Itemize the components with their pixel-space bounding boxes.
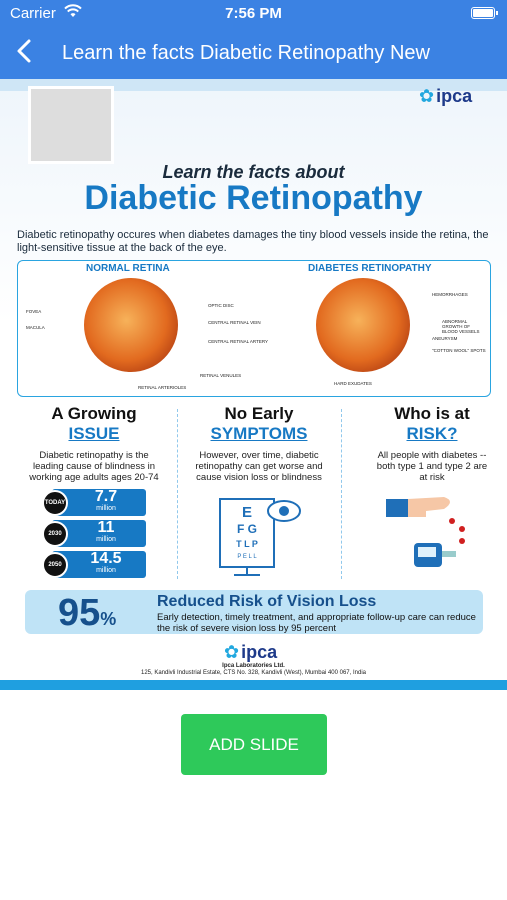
stat-unit: million bbox=[96, 536, 116, 543]
tag-hemorrhages: HEMORRHAGES bbox=[432, 292, 468, 297]
tag-aneurysm: ANEURYSM bbox=[432, 336, 458, 341]
reduced-risk-banner: 95% Reduced Risk of Vision Loss Early de… bbox=[25, 590, 483, 634]
who-is-at-risk-column: Who is at RISK? All people with diabetes… bbox=[352, 404, 507, 483]
stat-value: 11 bbox=[97, 519, 115, 536]
reduced-risk-percent: 95% bbox=[58, 592, 116, 635]
stat-2050: 14.5 million 2050 bbox=[42, 551, 146, 578]
percent-value: 95 bbox=[58, 592, 101, 634]
col2-heading: No Early bbox=[224, 404, 294, 423]
status-bar: Carrier 7:56 PM bbox=[0, 0, 507, 28]
stat-2030: 11 million 2030 bbox=[42, 520, 146, 547]
thumbnail-placeholder bbox=[28, 86, 114, 164]
column-divider bbox=[177, 409, 178, 579]
tag-fovea: FOVEA bbox=[26, 309, 42, 314]
eye-chart-row2: F G bbox=[237, 522, 257, 536]
col1-subheading: ISSUE bbox=[68, 424, 120, 443]
retina-comparison: NORMAL RETINA DIABETES RETINOPATHY FOVEA… bbox=[17, 260, 491, 397]
stat-today: 7.7 million TODAY bbox=[42, 489, 146, 516]
app-header: Carrier 7:56 PM Learn the facts Diabetic… bbox=[0, 0, 507, 79]
tag-optic-disc: OPTIC DISC bbox=[208, 303, 234, 308]
nav-bar: Learn the facts Diabetic Retinopathy New bbox=[0, 28, 507, 79]
percent-sign: % bbox=[100, 609, 117, 629]
tag-macula: MACULA bbox=[26, 325, 45, 330]
tag-cotton-wool-spots: "COTTON WOOL" SPOTS bbox=[432, 348, 486, 353]
col1-text: Diabetic retinopathy is the leading caus… bbox=[29, 450, 159, 483]
slide-bottom-band bbox=[0, 680, 507, 690]
stat-unit: million bbox=[96, 505, 116, 512]
footer-ipca-logo-icon: ✿ bbox=[224, 642, 240, 662]
tag-retinal-arterioles: RETINAL ARTERIOLES bbox=[138, 385, 187, 390]
stat-badge: 2050 bbox=[42, 552, 68, 578]
normal-retina-label: NORMAL RETINA bbox=[86, 263, 170, 274]
eye-chart-row3: T L P bbox=[236, 539, 258, 549]
growing-issue-column: A Growing ISSUE Diabetic retinopathy is … bbox=[14, 404, 174, 483]
battery-icon bbox=[471, 7, 498, 19]
reduced-risk-title: Reduced Risk of Vision Loss bbox=[157, 593, 377, 610]
slide-intro-text: Diabetic retinopathy occures when diabet… bbox=[17, 229, 489, 254]
slide-top-band bbox=[0, 79, 507, 91]
stat-badge: TODAY bbox=[42, 490, 68, 516]
footer-address: 125, Kandivli Industrial Estate, CTS No.… bbox=[140, 670, 366, 676]
col1-heading: A Growing bbox=[51, 404, 137, 423]
slide-subtitle: Learn the facts about bbox=[162, 162, 345, 182]
diabetes-retina-eye-icon bbox=[316, 278, 410, 372]
tag-abnormal-growth: ABNORMAL GROWTH OF BLOOD VESSELS bbox=[442, 319, 480, 334]
stat-value: 14.5 bbox=[90, 550, 122, 567]
back-button[interactable] bbox=[10, 36, 40, 66]
tag-hard-exudates: HARD EXUDATES bbox=[334, 381, 372, 386]
tag-retinal-venules: RETINAL VENULES bbox=[200, 373, 242, 378]
normal-retina-eye-icon bbox=[84, 278, 178, 372]
col3-subheading: RISK? bbox=[406, 424, 458, 443]
clock: 7:56 PM bbox=[225, 5, 282, 22]
col2-text: However, over time, diabetic retinopathy… bbox=[195, 450, 323, 483]
column-divider bbox=[341, 409, 342, 579]
eye-chart-row4: P E L L bbox=[237, 554, 257, 560]
tag-central-retinal-artery: CENTRAL RETINAL ARTERY bbox=[208, 339, 269, 344]
page-title: Learn the facts Diabetic Retinopathy New bbox=[62, 42, 430, 64]
footer-ipca-logo: ✿ ipca bbox=[224, 642, 277, 663]
stat-value: 7.7 bbox=[94, 488, 118, 505]
reduced-risk-text: Early detection, timely treatment, and a… bbox=[157, 612, 476, 634]
col2-subheading: SYMPTOMS bbox=[210, 424, 308, 443]
footer-ipca-logo-text: ipca bbox=[241, 642, 278, 662]
slide-image: ✿ ipca Learn the facts about Diabetic Re… bbox=[0, 79, 507, 690]
wifi-icon bbox=[64, 4, 82, 17]
no-early-symptoms-column: No Early SYMPTOMS However, over time, di… bbox=[179, 404, 339, 483]
eye-chart-row1: E bbox=[242, 504, 252, 521]
add-slide-button[interactable]: ADD SLIDE bbox=[181, 714, 327, 775]
ipca-logo-icon: ✿ bbox=[419, 86, 435, 106]
ipca-logo-text: ipca bbox=[436, 86, 473, 106]
carrier-label: Carrier bbox=[10, 5, 56, 22]
stat-badge: 2030 bbox=[42, 521, 68, 547]
col3-text: All people with diabetes -- both type 1 … bbox=[376, 450, 488, 483]
footer-company: Ipca Laboratories Ltd. bbox=[222, 663, 285, 669]
slide-main-title: Diabetic Retinopathy bbox=[84, 179, 423, 217]
diabetes-testing-icon bbox=[386, 497, 465, 567]
tag-central-retinal-vein: CENTRAL RETINAL VEIN bbox=[208, 320, 261, 325]
ipca-logo: ✿ ipca bbox=[419, 86, 472, 107]
diabetes-retinopathy-label: DIABETES RETINOPATHY bbox=[308, 263, 432, 274]
col3-heading: Who is at bbox=[394, 404, 470, 423]
eye-chart-icon: E F G T L P P E L L bbox=[219, 498, 301, 576]
stat-unit: million bbox=[96, 567, 116, 574]
